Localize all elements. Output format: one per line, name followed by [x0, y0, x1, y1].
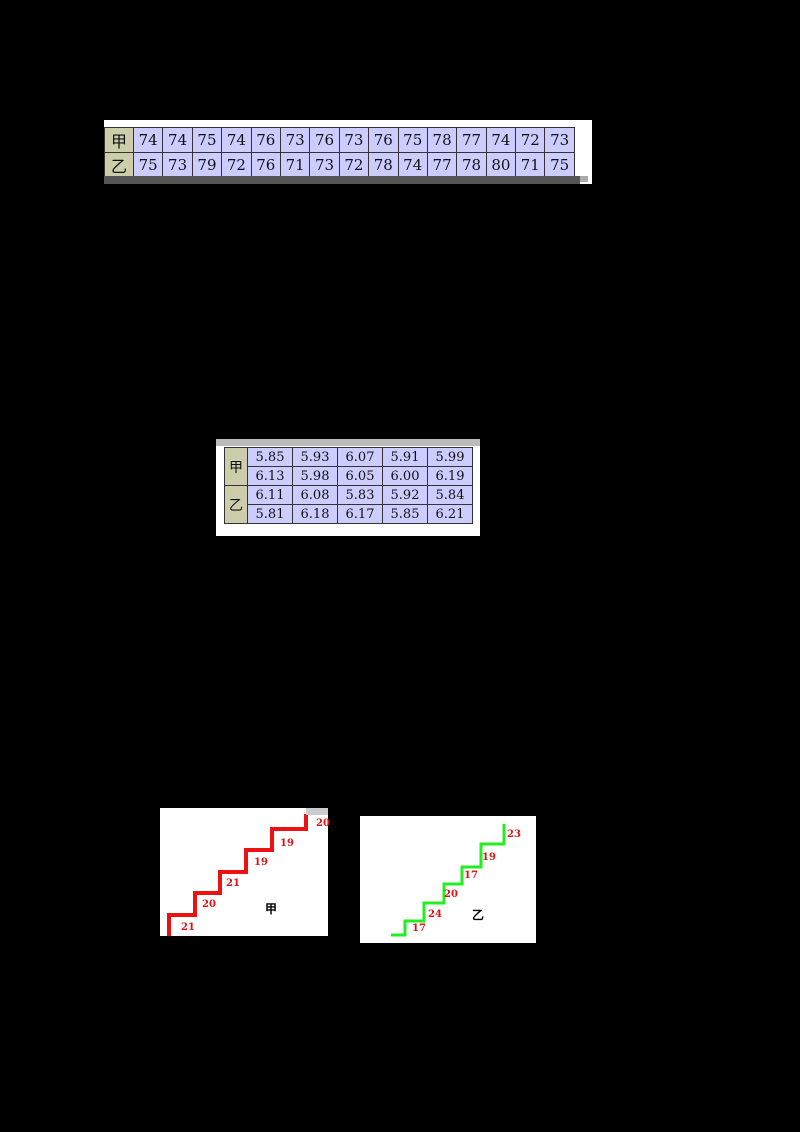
table-cell: 73: [279, 127, 311, 153]
table-cell: 5.84: [427, 485, 473, 505]
table-cell: 6.05: [337, 466, 383, 486]
staircase-green-path: [391, 824, 506, 937]
table-cell: 5.92: [382, 485, 428, 505]
row-label: 乙: [104, 152, 134, 178]
step-label: 20: [202, 899, 216, 910]
measurement-table-2: 甲 5.85 5.93 6.07 5.91 5.99 6.13 5.98 6.0…: [216, 439, 480, 536]
step-label: 19: [280, 838, 294, 849]
table-row: 5.81 6.18 6.17 5.85 6.21: [225, 504, 473, 524]
table-cell: 73: [309, 152, 340, 178]
table-cell: 75: [191, 127, 223, 153]
table-cell: 6.07: [337, 447, 383, 467]
table-cell: 5.99: [427, 447, 473, 467]
table-cell: 75: [397, 127, 428, 153]
table-cell: 5.91: [382, 447, 428, 467]
table-cell: 72: [221, 152, 252, 178]
table-cell: 5.81: [247, 504, 293, 524]
table-cell: 74: [132, 127, 164, 153]
table-cell: 5.85: [382, 504, 428, 524]
score-grid: 甲 74 74 75 74 76 73 76 73 76 75 78 77 74…: [104, 127, 575, 178]
table-cell: 6.17: [337, 504, 383, 524]
table-cell: 6.18: [292, 504, 338, 524]
table-cell: 72: [338, 152, 370, 178]
table-cell: 6.13: [247, 466, 293, 486]
table-row-jia: 甲 74 74 75 74 76 73 76 73 76 75 78 77 74…: [104, 127, 575, 153]
table-cell: 74: [221, 127, 252, 153]
step-label: 21: [181, 922, 195, 933]
table-cell: 76: [368, 127, 399, 153]
table-cell: 77: [426, 152, 458, 178]
table-cell: 76: [309, 127, 340, 153]
table-cell: 76: [250, 152, 281, 178]
score-table-1: 甲 74 74 75 74 76 73 76 73 76 75 78 77 74…: [104, 120, 592, 184]
table-cell: 71: [515, 152, 546, 178]
table-cell: 5.85: [247, 447, 293, 467]
measurement-grid: 甲 5.85 5.93 6.07 5.91 5.99 6.13 5.98 6.0…: [224, 447, 473, 524]
staircase-caption: 甲: [265, 902, 278, 916]
table-cell: 71: [279, 152, 311, 178]
table-cell: 6.19: [427, 466, 473, 486]
table-cell: 6.21: [427, 504, 473, 524]
table-cell: 5.83: [337, 485, 383, 505]
group-label-yi: 乙: [224, 485, 248, 524]
table-cell: 80: [485, 152, 517, 178]
table-row: 乙 6.11 6.08 5.83 5.92 5.84: [224, 485, 473, 524]
table-cell: 75: [544, 152, 575, 178]
table-cell: 6.00: [382, 466, 428, 486]
table-cell: 74: [162, 127, 193, 153]
table-cell: 79: [191, 152, 223, 178]
step-label: 21: [226, 878, 240, 889]
table-cell: 72: [515, 127, 546, 153]
step-label: 19: [254, 857, 268, 868]
table-row: 6.13 5.98 6.05 6.00 6.19: [225, 466, 473, 486]
table-cell: 74: [485, 127, 517, 153]
step-label: 24: [428, 909, 442, 920]
staircase-jia: 21 20 21 19 19 20 甲: [160, 808, 330, 936]
table-header-bar: [216, 439, 480, 446]
step-label: 20: [444, 889, 458, 900]
step-label: 19: [482, 852, 496, 863]
table-cell: 5.93: [292, 447, 338, 467]
table-cell: 78: [426, 127, 458, 153]
staircase-caption: 乙: [472, 908, 485, 922]
table-row-yi: 乙 75 73 79 72 76 71 73 72 78 74 77 78 80…: [104, 152, 575, 178]
table-cell: 78: [368, 152, 399, 178]
step-label: 17: [412, 923, 426, 934]
step-label: 17: [464, 870, 478, 881]
table-row: 甲 5.85 5.93 6.07 5.91 5.99: [224, 447, 473, 486]
table-cell: 5.98: [292, 466, 338, 486]
table-cell: 76: [250, 127, 281, 153]
table-cell: 73: [162, 152, 193, 178]
row-label: 甲: [104, 127, 134, 153]
step-label: 23: [507, 829, 521, 840]
staircase-yi: 17 24 20 17 19 23 乙: [360, 816, 536, 943]
staircase-red-path: [167, 808, 328, 936]
group-label-jia: 甲: [224, 447, 248, 486]
table-cell: 74: [397, 152, 428, 178]
table-shadow-corner: [580, 176, 588, 182]
table-cell: 75: [132, 152, 164, 178]
table-cell: 6.08: [292, 485, 338, 505]
table-cell: 77: [456, 127, 487, 153]
table-cell: 6.11: [247, 485, 293, 505]
step-label: 20: [316, 818, 330, 829]
table-shadow-bar: [104, 176, 580, 184]
table-cell: 78: [456, 152, 487, 178]
table-cell: 73: [544, 127, 575, 153]
table-cell: 73: [338, 127, 370, 153]
